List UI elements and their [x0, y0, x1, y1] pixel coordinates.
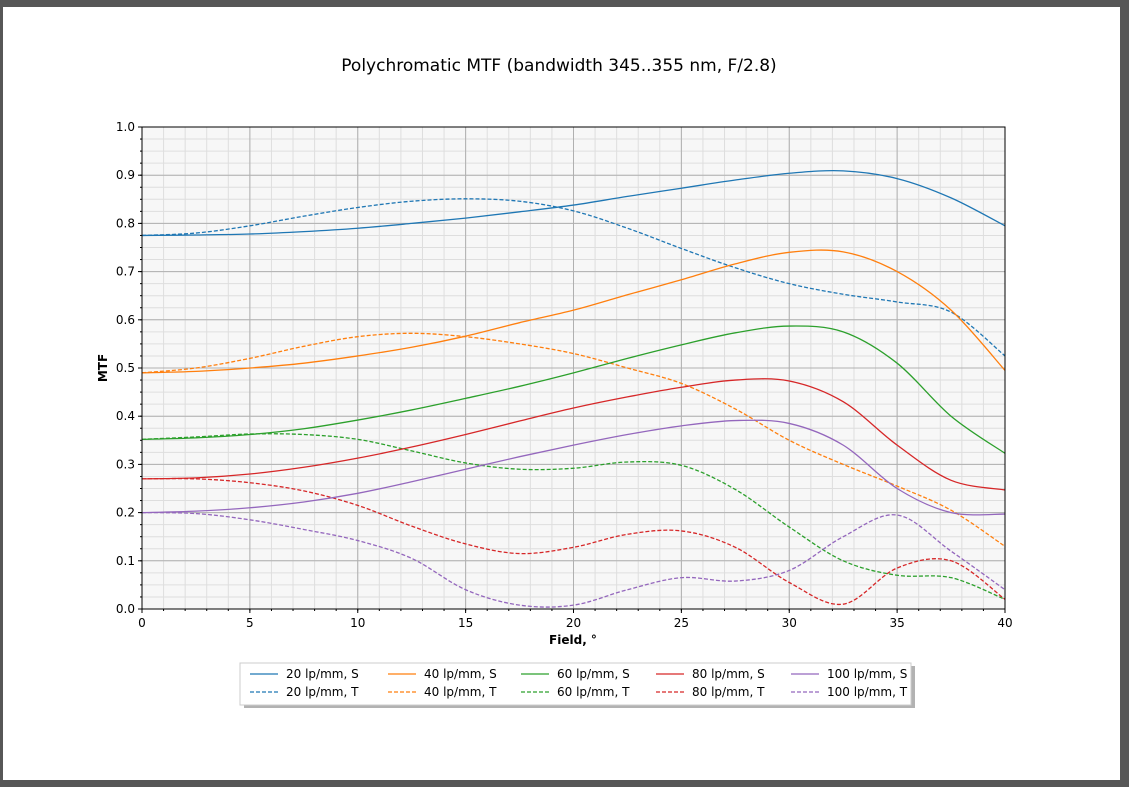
- legend: 20 lp/mm, S 20 lp/mm, T 40 lp/mm, S 40 lp/m…: [239, 662, 915, 708]
- legend-label: 60 lp/mm, T: [557, 685, 630, 699]
- x-tick-label: 10: [350, 616, 365, 630]
- y-tick-label: 0.6: [116, 313, 135, 327]
- x-axis-label: Field, °: [549, 633, 597, 647]
- y-tick-label: 0.4: [116, 409, 135, 423]
- legend-label: 100 lp/mm, S: [827, 667, 907, 681]
- x-tick-label: 35: [889, 616, 904, 630]
- y-tick-label: 0.9: [116, 168, 135, 182]
- y-tick-label: 0.2: [116, 506, 135, 520]
- series-line-40-lp-mm-t: [141, 332, 1006, 547]
- legend-label: 100 lp/mm, T: [827, 685, 908, 699]
- x-tick-label: 20: [566, 616, 581, 630]
- legend-label: 20 lp/mm, S: [286, 667, 359, 681]
- series-lines: [141, 169, 1006, 608]
- x-tick-label: 25: [674, 616, 689, 630]
- series-line-80-lp-mm-s: [141, 378, 1006, 491]
- x-tick-label: 40: [997, 616, 1012, 630]
- legend-label: 60 lp/mm, S: [557, 667, 630, 681]
- series-line-100-lp-mm-t: [141, 511, 1006, 608]
- x-tick-label: 15: [458, 616, 473, 630]
- series-line-60-lp-mm-s: [141, 325, 1006, 454]
- y-tick-label: 1.0: [116, 120, 135, 134]
- legend-label: 40 lp/mm, S: [424, 667, 497, 681]
- y-tick-label: 0.0: [116, 602, 135, 616]
- legend-label: 20 lp/mm, T: [286, 685, 359, 699]
- x-tick-label: 5: [246, 616, 254, 630]
- chart-title: Polychromatic MTF (bandwidth 345..355 nm…: [341, 56, 776, 76]
- y-tick-label: 0.3: [116, 457, 135, 471]
- y-tick-label: 0.7: [116, 265, 135, 279]
- series-line-20-lp-mm-t: [141, 198, 1006, 357]
- legend-label: 80 lp/mm, T: [692, 685, 765, 699]
- axis-ticks: 0 5 10 15 20 25 30 35 40 0.0 0.1 0.2 0.3 0.4 0.5 0.6 0.7…: [116, 120, 1013, 630]
- x-tick-label: 30: [782, 616, 797, 630]
- legend-label: 80 lp/mm, S: [692, 667, 765, 681]
- y-tick-label: 0.8: [116, 216, 135, 230]
- grid: [141, 126, 1006, 610]
- series-line-100-lp-mm-s: [141, 419, 1006, 516]
- x-tick-label: 0: [138, 616, 146, 630]
- mtf-chart: Polychromatic MTF (bandwidth 345..355 nm…: [96, 56, 1013, 708]
- series-line-80-lp-mm-t: [141, 477, 1006, 605]
- y-axis-label: MTF: [96, 354, 110, 382]
- series-line-60-lp-mm-t: [141, 433, 1006, 600]
- series-line-20-lp-mm-s: [141, 169, 1006, 237]
- y-tick-label: 0.1: [116, 554, 135, 568]
- legend-label: 40 lp/mm, T: [424, 685, 497, 699]
- figure-page: Polychromatic MTF (bandwidth 345..355 nm…: [3, 7, 1120, 780]
- y-tick-label: 0.5: [116, 361, 135, 375]
- series-line-40-lp-mm-s: [141, 249, 1006, 374]
